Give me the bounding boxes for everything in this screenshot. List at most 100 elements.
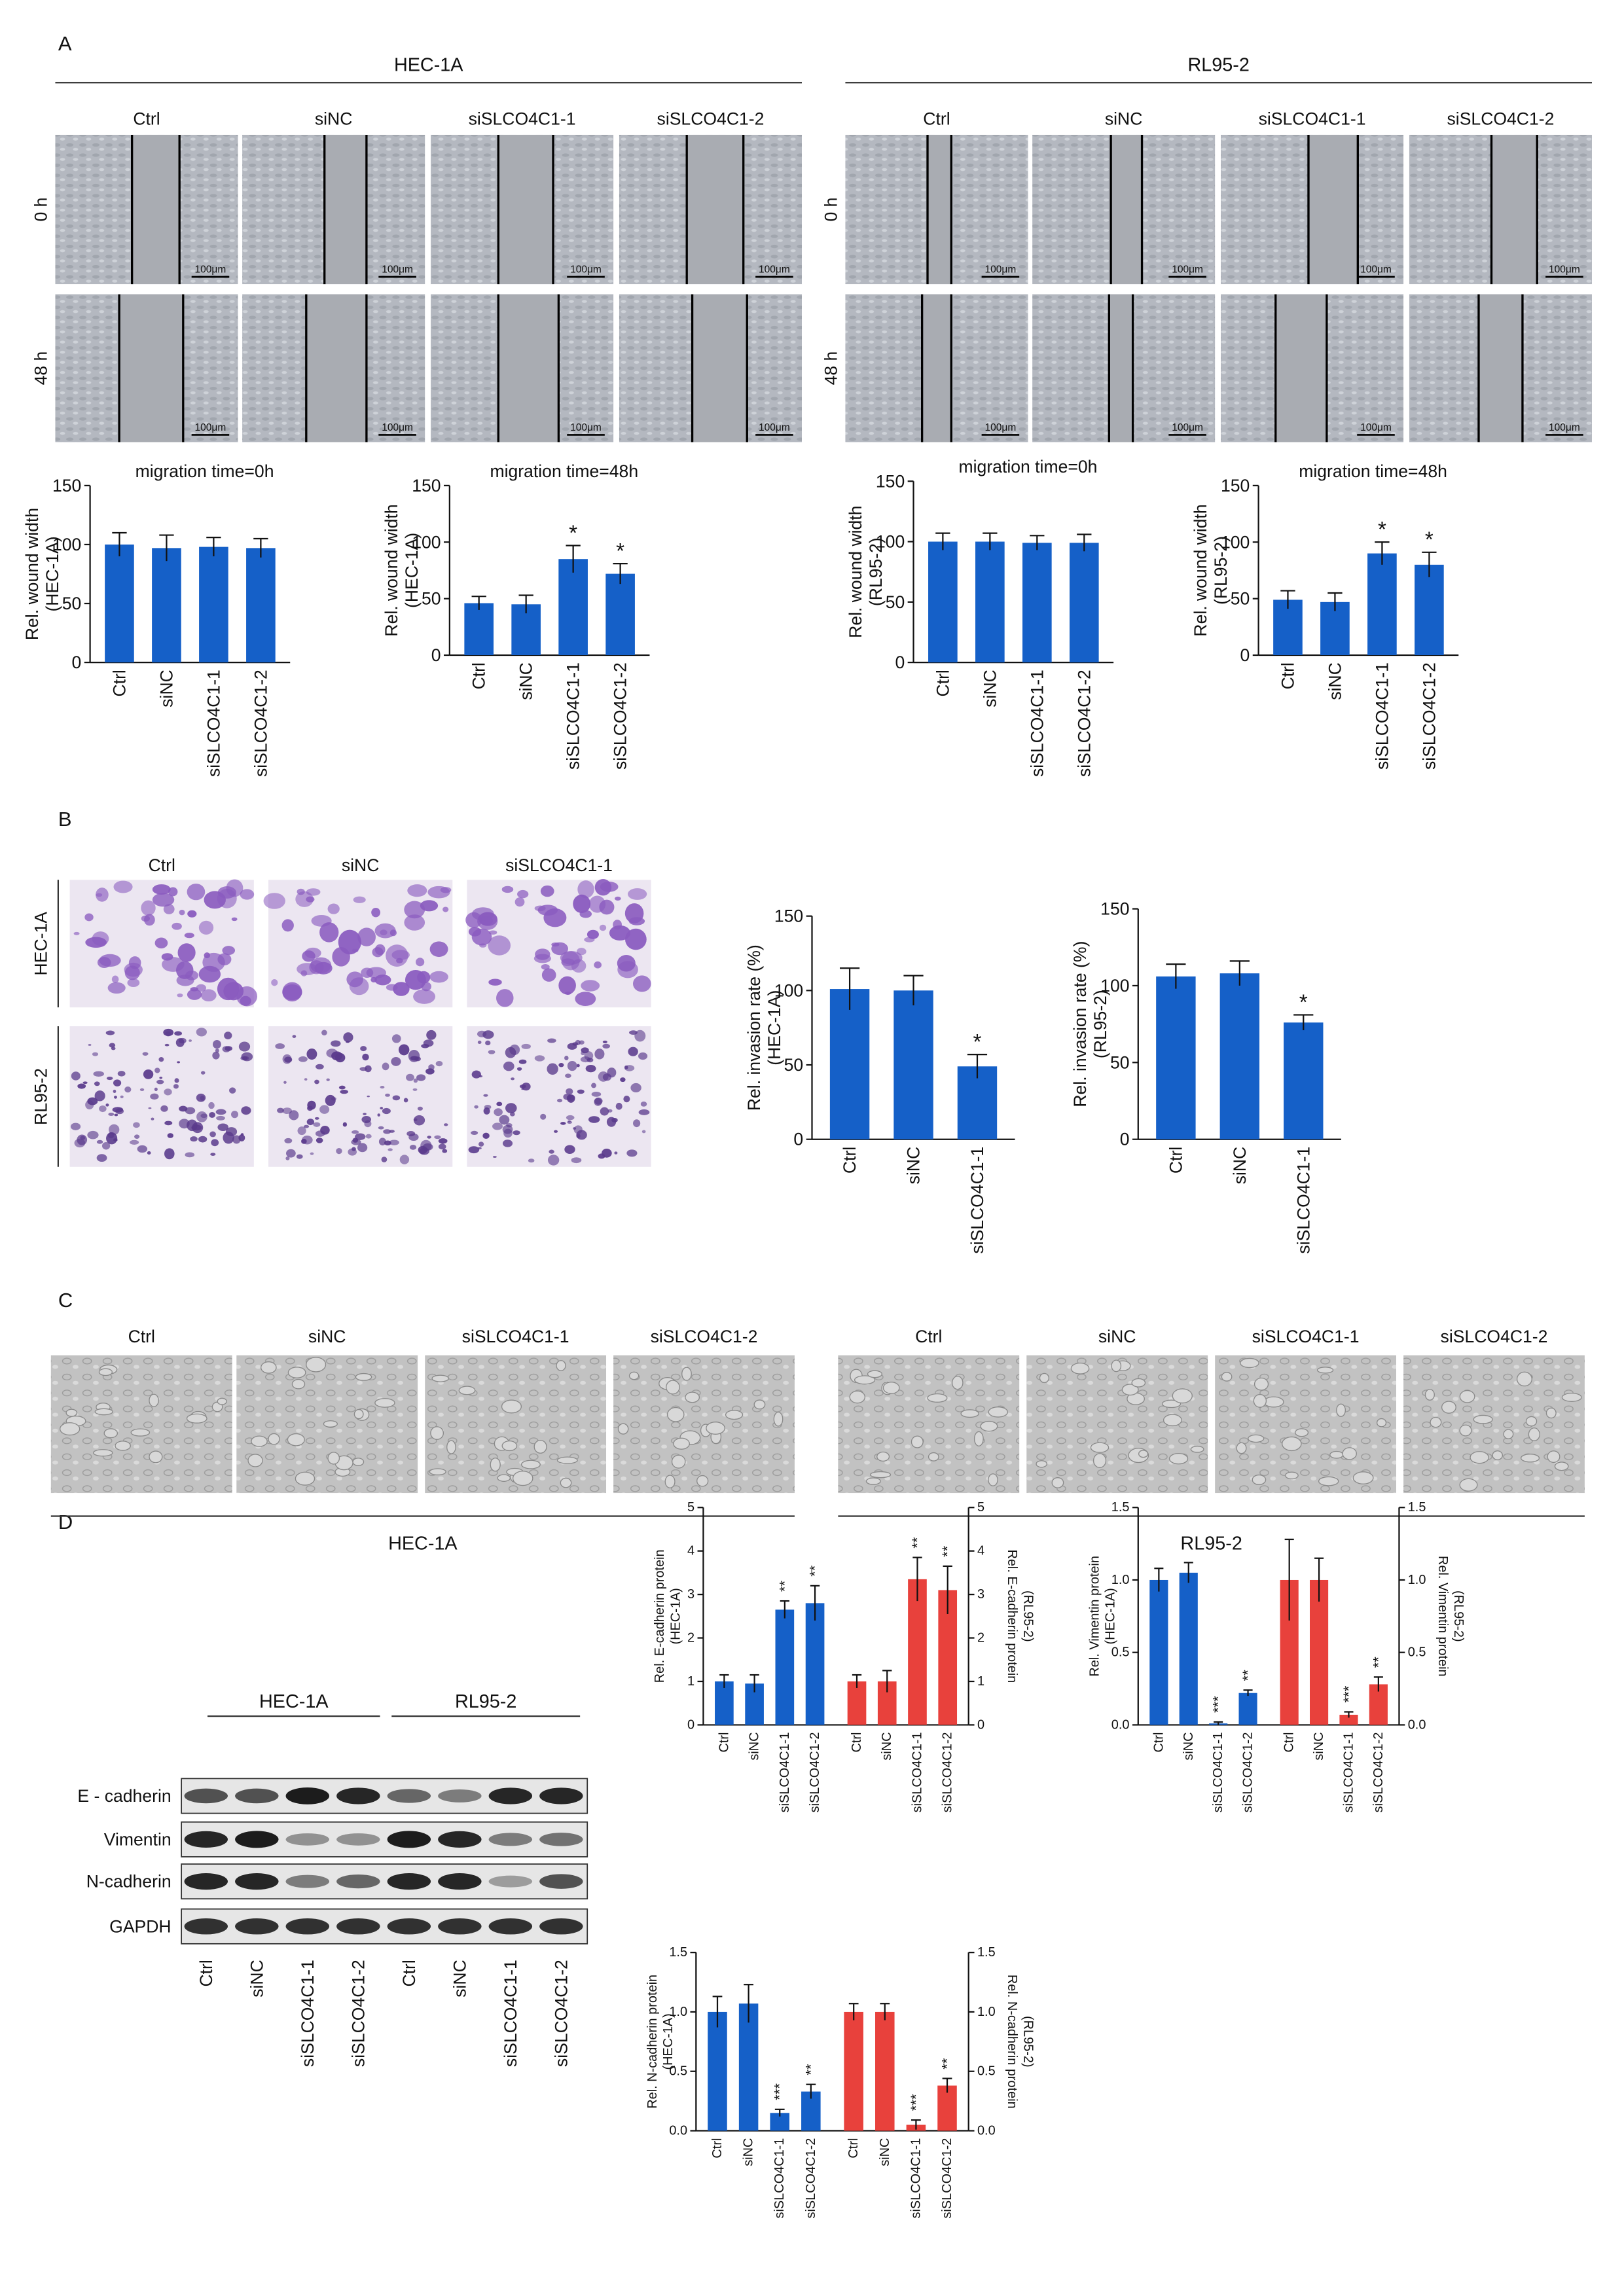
stained-cell [478,1141,484,1147]
band [336,1918,380,1935]
y2-tick-label: 1.5 [1408,1500,1426,1515]
y-tick-label: 100 [1100,976,1129,996]
bar [1219,973,1260,1139]
stained-cell [179,909,185,916]
stained-cell [141,915,150,922]
cell [429,1468,446,1476]
stained-cell [82,1081,88,1085]
cell [1253,1393,1267,1408]
stained-cell [388,1148,393,1151]
bar [738,2003,759,2131]
stained-cell [488,935,511,956]
cell [1168,1452,1189,1465]
cell [1545,1407,1557,1419]
bar [464,603,494,656]
band [235,1788,279,1804]
stained-cell [190,1136,198,1142]
stained-cell [171,922,182,930]
band [235,1873,279,1890]
stained-cell [624,903,644,924]
stained-cell [478,1075,483,1078]
stained-cell [105,1103,109,1107]
x-tick-label: siSLCO4C1-1 [778,1732,792,1813]
stained-cell [598,1071,609,1082]
stained-cell [202,952,225,972]
x-tick-label: siSLCO4C1-1 [967,1147,987,1254]
cell [867,1370,882,1378]
y-axis-label: Rel. invasion rate (%) [1070,941,1090,1107]
micrograph [1215,1355,1397,1494]
stained-cell [334,1052,346,1063]
stained-cell [325,1094,336,1106]
stained-cell [482,1030,494,1039]
stained-cell [380,929,388,936]
y-tick-label: 150 [876,471,905,491]
stained-cell [471,928,492,946]
y-axis-label: (HEC-1A) [402,533,422,608]
stained-cell [109,1043,116,1048]
stained-cell [528,1158,535,1163]
stained-cell [477,1147,482,1150]
stained-cell [241,1052,253,1062]
stained-cell [602,1043,610,1049]
stained-cell [591,1092,602,1097]
band [235,1918,279,1935]
stained-cell [93,1071,105,1077]
wound-gap [498,294,559,442]
y2-tick-label: 1.5 [977,1945,996,1960]
stained-cell [576,1064,580,1067]
y-tick-label: 100 [774,980,803,1000]
cell [327,1452,340,1465]
stained-cell [581,1047,589,1054]
stained-cell [501,886,514,893]
stained-cell [223,982,244,1001]
y2-axis-label: Rel. Vimentin protein [1435,1556,1450,1677]
wound-gap [1308,134,1358,285]
stained-cell [521,1043,531,1049]
x-tick-label: Ctrl [109,670,129,696]
stained-cell [386,944,408,967]
band [438,1918,482,1935]
stained-cell [177,993,183,997]
y2-tick-label: 3 [977,1587,984,1602]
stained-cell [391,1034,401,1043]
cell [533,1439,547,1454]
stained-cell [117,1071,126,1077]
stained-cell [584,937,595,942]
stained-cell [147,1151,151,1155]
stained-cell [289,1110,299,1121]
cell-line-header: RL95-2 [1188,55,1250,76]
stained-cell [549,1149,554,1154]
cell [960,1409,979,1418]
band [539,1787,583,1804]
cell [149,1450,163,1463]
bar [152,548,181,663]
stained-cell [409,1145,417,1150]
stained-cell [187,884,206,901]
cell [93,1449,113,1457]
cell [512,1471,533,1486]
lane-label: siSLCO4C1-1 [501,1960,520,2067]
panel-label: A [58,32,72,55]
stained-cell [304,1078,308,1081]
column-label: siSLCO4C1-1 [1259,109,1366,129]
band [387,1873,431,1890]
cell [556,1456,578,1464]
y-axis-label: Rel. wound width [382,504,401,636]
stained-cell [641,1130,646,1134]
stained-cell [565,1073,571,1078]
band [488,1918,533,1935]
stained-cell [502,1139,513,1147]
stained-cell [423,1039,434,1047]
stained-cell [97,957,111,968]
stained-cell [277,1107,284,1113]
y2-tick-label: 1.0 [1408,1573,1426,1587]
stained-cell [113,1079,122,1086]
stained-cell [488,1050,496,1054]
column-label: siSLCO4C1-2 [1441,1327,1548,1346]
x-tick-label: siNC [742,2138,756,2166]
cell [287,1367,306,1378]
band [285,1833,330,1846]
cell [617,1423,629,1435]
cell [1352,1471,1374,1484]
